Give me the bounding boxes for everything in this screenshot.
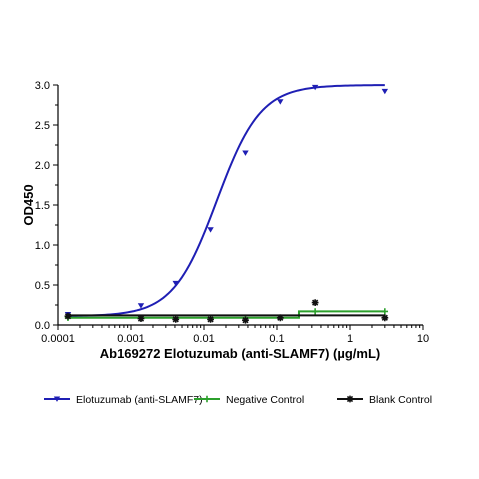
data-point-2 bbox=[311, 299, 319, 306]
legend-label-1: Negative Control bbox=[226, 394, 304, 406]
x-tick-label: 10 bbox=[417, 333, 429, 345]
x-tick-label: 0.01 bbox=[193, 333, 214, 345]
y-tick-label: 0.5 bbox=[35, 280, 50, 292]
data-point-0 bbox=[207, 227, 214, 233]
legend-marker-2 bbox=[346, 395, 354, 403]
legend-marker-0 bbox=[53, 396, 61, 402]
y-tick-label: 3.0 bbox=[35, 80, 50, 92]
data-point-0 bbox=[242, 150, 249, 156]
data-point-2 bbox=[207, 316, 214, 323]
data-point-0 bbox=[381, 88, 389, 95]
y-tick-label: 2.5 bbox=[35, 120, 50, 132]
data-point-0 bbox=[172, 280, 179, 287]
legend-label-2: Blank Control bbox=[369, 394, 432, 406]
x-axis-title: Ab169272 Elotuzumab (anti-SLAMF7) (µg/mL… bbox=[100, 346, 381, 361]
x-tick-label: 0.1 bbox=[269, 333, 284, 345]
x-ticks: 0.0001 0.001 0.01 0.1 1 10 bbox=[41, 325, 429, 345]
data-point-1 bbox=[311, 308, 319, 315]
y-tick-label: 1.0 bbox=[35, 240, 50, 252]
data-point-1 bbox=[381, 308, 389, 315]
legend: Elotuzumab (anti-SLAMF7) Negative Control… bbox=[44, 394, 432, 406]
data-point-2 bbox=[64, 312, 72, 320]
plot-area bbox=[64, 84, 389, 324]
series-line-0 bbox=[67, 84, 385, 317]
y-tick-label: 1.5 bbox=[35, 200, 50, 212]
x-tick-label: 1 bbox=[347, 333, 353, 345]
legend-marker-1 bbox=[203, 395, 211, 403]
y-tick-label: 0.0 bbox=[35, 320, 50, 332]
x-tick-label: 0.001 bbox=[117, 333, 145, 345]
data-point-2 bbox=[172, 316, 180, 323]
y-axis-title: OD450 bbox=[21, 184, 36, 225]
y-tick-label: 2.0 bbox=[35, 160, 50, 172]
data-point-0 bbox=[137, 303, 145, 309]
data-point-2 bbox=[276, 314, 284, 322]
y-ticks: 0.0 0.5 1.0 1.5 2.0 2.5 3.0 bbox=[35, 80, 58, 332]
data-point-2 bbox=[137, 315, 145, 322]
data-point-2 bbox=[242, 316, 249, 324]
axes bbox=[57, 85, 423, 326]
data-point-0 bbox=[277, 99, 284, 105]
legend-label-0: Elotuzumab (anti-SLAMF7) bbox=[76, 394, 203, 406]
data-point-0 bbox=[311, 84, 319, 91]
x-tick-label: 0.0001 bbox=[41, 333, 75, 345]
data-point-2 bbox=[381, 314, 389, 322]
